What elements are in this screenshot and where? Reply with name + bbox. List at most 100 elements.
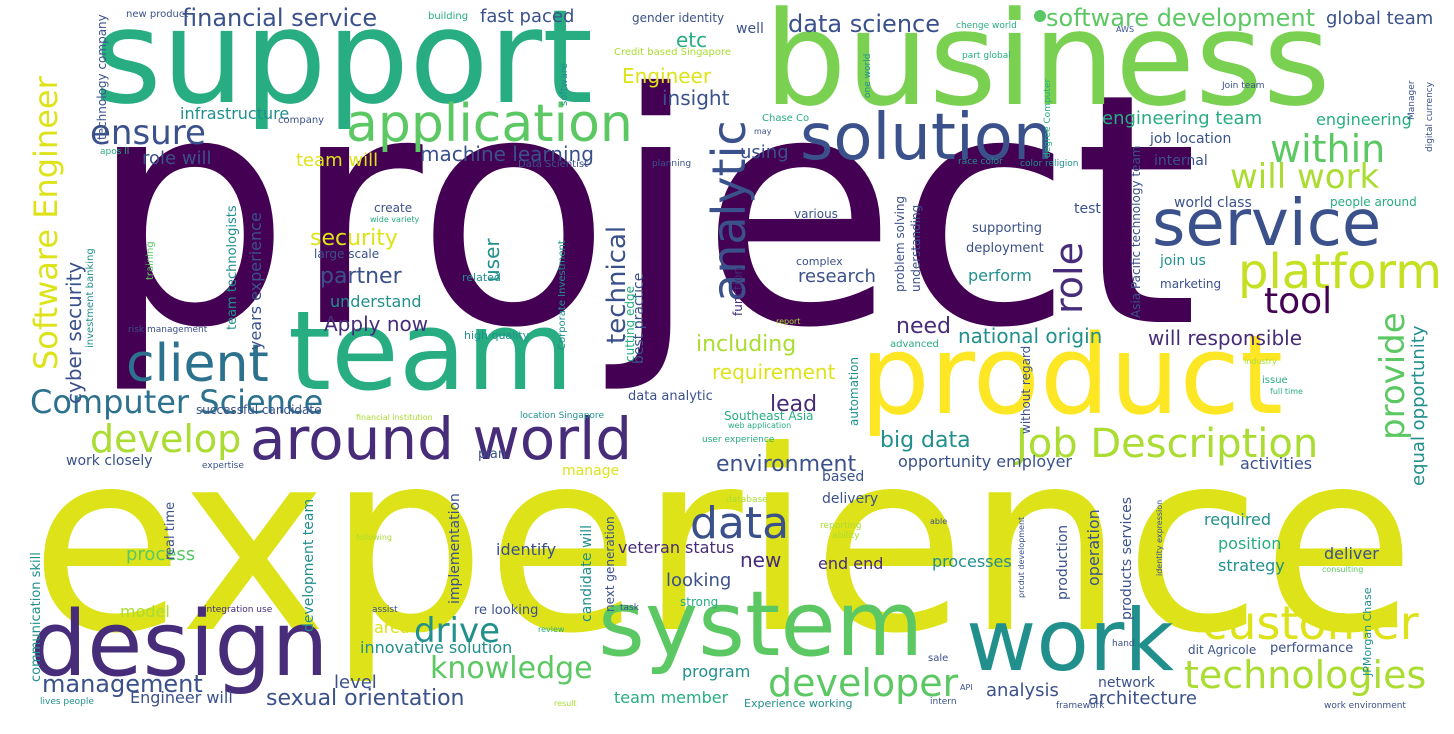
word-will-work: will work [1230, 157, 1380, 197]
word-chase-co: Chase Co [762, 113, 810, 124]
word-investment-banking: investment banking [85, 248, 96, 348]
word-risk-management: risk management [128, 325, 208, 335]
word-apply-now: Apply now [324, 312, 429, 336]
word-customer: customer [1202, 596, 1419, 650]
word-re-looking: re looking [474, 603, 539, 618]
word-aws: AWS [1116, 25, 1135, 34]
word-system: system [598, 572, 924, 677]
word-manager: Manager [1407, 80, 1417, 120]
word-industry: industry [1244, 357, 1277, 366]
word-southeast-asia: Southeast Asia [724, 409, 814, 423]
word-job-description: Job Description [1016, 421, 1319, 467]
word-work-closely: work closely [66, 453, 153, 469]
word-partner: partner [320, 264, 402, 289]
word-able: able [930, 517, 948, 526]
word-experience: experience [30, 397, 1416, 688]
word-role-will: role will [142, 148, 212, 169]
word-data-scientist: Data Scientist [518, 159, 588, 170]
word-veteran-status: veteran status [618, 538, 735, 557]
word-create: create [374, 201, 413, 215]
word-data-science: data science [788, 10, 940, 38]
word-digital-currency: digital currency [1425, 81, 1435, 152]
word-user-experience: user experience [702, 435, 775, 445]
word-building: building [428, 11, 469, 22]
word-problem-solving: problem solving [893, 195, 907, 292]
word-marketing: marketing [1160, 277, 1222, 291]
word-asia-pacific-technology-team: Asia Pacific technology team [1129, 145, 1143, 319]
word-project: project [88, 26, 1199, 398]
word-training: training [145, 241, 156, 280]
word-work-environment: work environment [1324, 701, 1406, 711]
word-technologies: technologies [1184, 653, 1427, 697]
word-expertise: expertise [202, 461, 244, 471]
word-financial-service: financial service [182, 4, 378, 32]
word-design: design [30, 592, 329, 697]
word-solution: solution [800, 101, 1054, 175]
word-following: following [356, 533, 392, 542]
word-area: area [374, 618, 410, 637]
word-service: service [1152, 187, 1382, 261]
word-lead: lead [770, 392, 818, 417]
word-develop: develop [90, 417, 242, 461]
word-part-global: part global [962, 51, 1011, 61]
word-gender-identity: gender identity [632, 11, 725, 25]
word-team: team [288, 287, 574, 415]
word-end-end: end end [818, 554, 884, 573]
word-need: need [896, 314, 951, 339]
word-product: product [860, 311, 1284, 439]
word-fast-paced: fast paced [480, 6, 575, 27]
word-understand: understand [330, 292, 422, 311]
word-consulting: consulting [1322, 565, 1364, 574]
word-ability: ability [832, 531, 860, 541]
word-developer: developer [768, 661, 959, 705]
word-requirement: requirement [712, 360, 836, 384]
word-looking: looking [666, 570, 732, 591]
word-api: API [960, 683, 973, 692]
word-level: level [334, 672, 377, 693]
word-team-member: team member [614, 688, 729, 707]
word-may: may [754, 127, 772, 136]
word-engineer-will: Engineer will [130, 688, 233, 707]
word-real-time: real time [163, 501, 178, 560]
word-insight: insight [662, 86, 730, 110]
word-next-generation: next generation [603, 516, 617, 612]
word-application: application [346, 94, 633, 154]
word-task: task [620, 603, 639, 613]
word-candidate-will: candidate will [579, 524, 595, 622]
word-chenge-world: chenge world [956, 21, 1017, 31]
word-credit-based-singapore: Credit based Singapore [614, 47, 732, 58]
word-position: position [1218, 534, 1282, 553]
word-data: data [690, 498, 790, 549]
word-understanding: understanding [909, 204, 923, 292]
word-join-us: join us [1160, 253, 1206, 269]
word-processes: processes [932, 552, 1012, 571]
word-people-around: people around [1330, 195, 1417, 209]
word-issue: issue [1262, 375, 1288, 386]
word-related: related [462, 271, 501, 284]
word-technologies-small: technologies [148, 0, 155, 1]
word-financial-institution: financial institution [356, 413, 433, 422]
word-sexual-orientation: sexual orientation [266, 686, 465, 711]
word-role: role [1047, 242, 1091, 314]
word-without-regard: without regard [1019, 345, 1033, 434]
word-analytic: analytic [702, 120, 756, 302]
word-machine-learning: machine learning [420, 142, 594, 166]
word-global-team: global team [1326, 8, 1434, 29]
word-identity-expression: identity expression [1155, 499, 1164, 576]
word-review: review [538, 625, 565, 634]
word-operation: operation [1084, 509, 1103, 586]
word-network: network [1098, 675, 1155, 691]
word-communication-skill: communication skill [29, 552, 44, 682]
word-tool: tool [1264, 281, 1333, 322]
word-company: company [278, 115, 325, 126]
word-color-religion: color religion [1020, 159, 1079, 169]
word-sale: sale [928, 653, 949, 664]
word-join-team: Join team [1222, 81, 1265, 91]
word-production: production [1055, 524, 1071, 600]
word-new-product: new product [126, 9, 189, 20]
word-new: new [740, 548, 782, 572]
word-software: software [559, 63, 570, 106]
word-large-scale: large scale [314, 247, 380, 261]
word-reporting: reporting [820, 521, 862, 531]
word-big-data: big data [880, 428, 971, 453]
